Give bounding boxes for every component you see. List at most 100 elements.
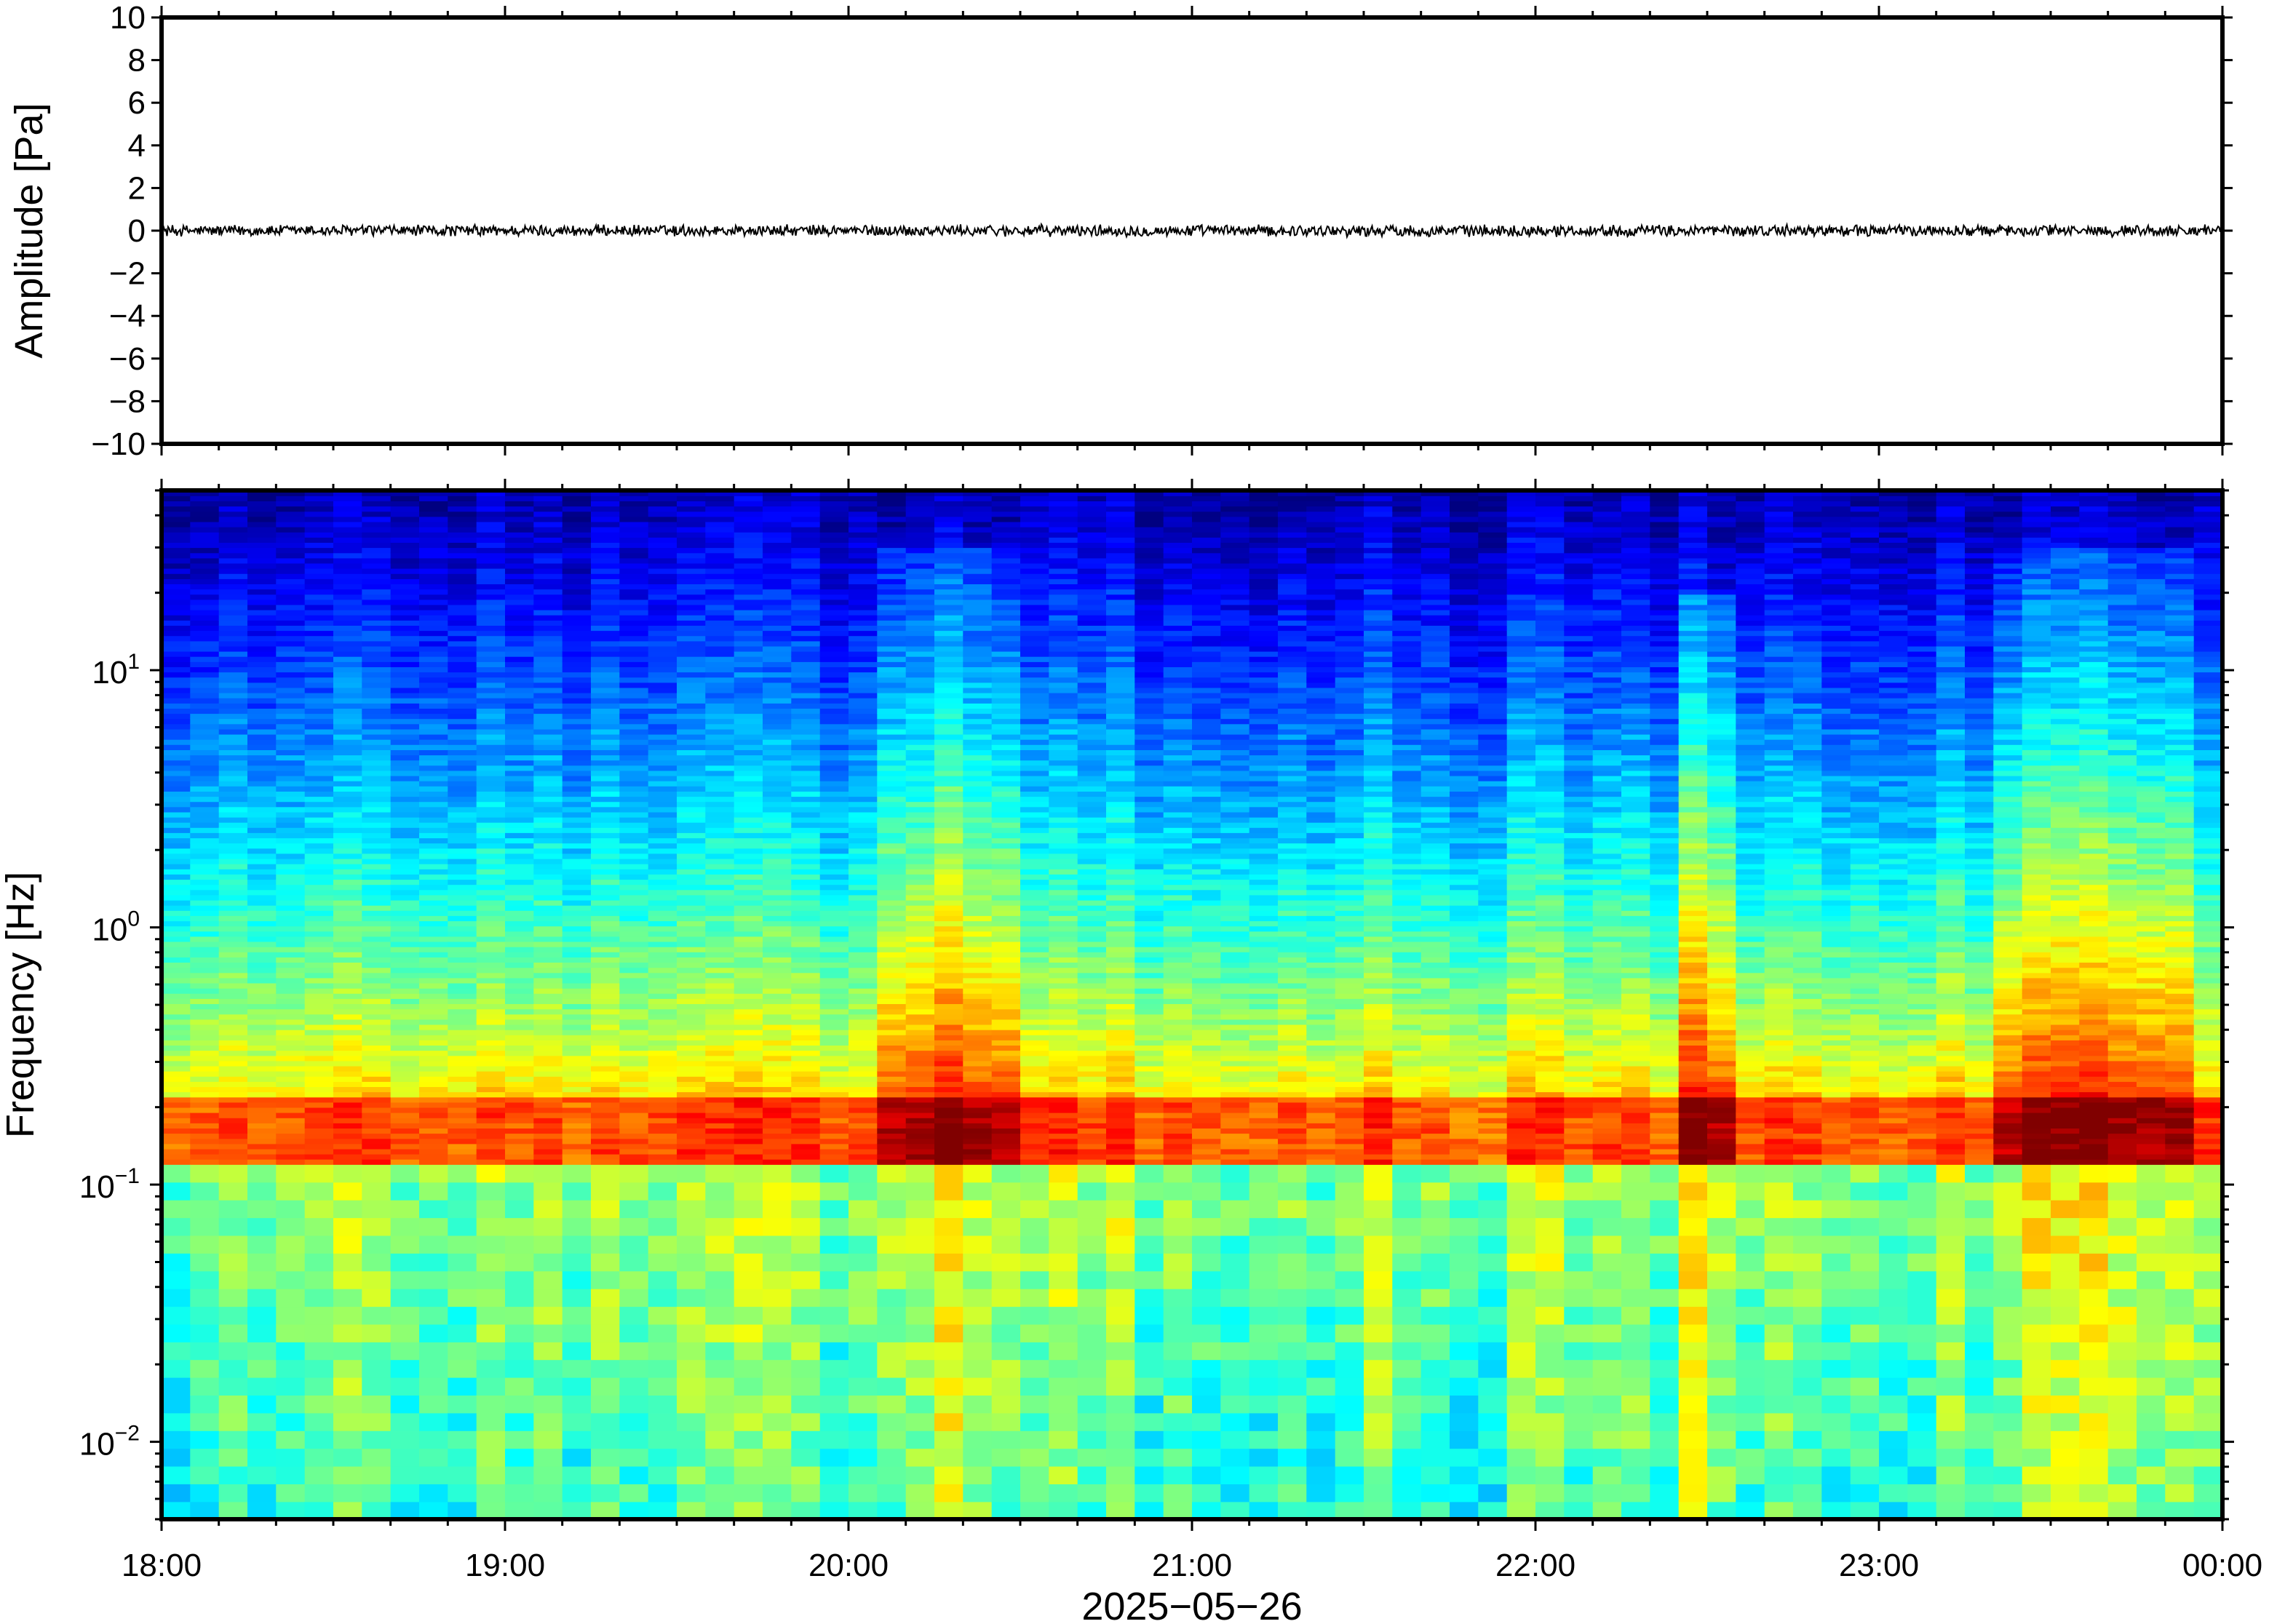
- spectrogram-cell: [533, 760, 563, 766]
- spectrogram-cell: [333, 1060, 363, 1067]
- spectrogram-cell: [963, 843, 993, 849]
- waveform-y-tick-label: −8: [109, 383, 146, 419]
- spectrogram-cell: [1020, 837, 1050, 844]
- spectrogram-cell: [1020, 604, 1050, 610]
- spectrogram-cell: [619, 957, 649, 963]
- spectrogram-cell: [304, 1060, 334, 1067]
- spectrogram-cell: [991, 982, 1021, 989]
- spectrogram-cell: [419, 1118, 449, 1123]
- spectrogram-cell: [562, 837, 592, 844]
- spectrogram-cell: [648, 821, 677, 828]
- spectrogram-cell: [218, 713, 248, 720]
- spectrogram-cell: [562, 1153, 592, 1160]
- spectrogram-cell: [619, 1235, 649, 1254]
- spectrogram-cell: [1049, 931, 1078, 937]
- spectrogram-cell: [791, 775, 821, 781]
- spectrogram-cell: [763, 1070, 792, 1077]
- spectrogram-cell: [734, 630, 763, 637]
- spectrogram-cell: [705, 666, 735, 673]
- spectrogram-cell: [505, 910, 535, 916]
- spectrogram-cell: [763, 853, 792, 859]
- spectrogram-cell: [476, 884, 506, 891]
- spectrogram-cell: [190, 863, 220, 869]
- spectrogram-cell: [763, 926, 792, 932]
- spectrogram-cell: [304, 801, 334, 808]
- spectrogram-cell: [619, 599, 649, 605]
- spectrogram-cell: [849, 843, 878, 849]
- spectrogram-cell: [877, 516, 907, 522]
- spectrogram-cell: [362, 640, 392, 647]
- spectrogram-cell: [705, 599, 735, 605]
- spectrogram-cell: [934, 1395, 964, 1414]
- spectrogram-cell: [619, 1076, 649, 1082]
- spectrogram-cell: [419, 904, 449, 911]
- spectrogram-cell: [218, 1029, 248, 1035]
- spectrogram-cell: [905, 516, 935, 522]
- spectrogram-cell: [591, 521, 621, 528]
- spectrogram-cell: [763, 521, 792, 528]
- spectrogram-cell: [362, 1040, 392, 1046]
- spectrogram-cell: [763, 1377, 792, 1396]
- spectrogram-cell: [819, 780, 849, 787]
- spectrogram-cell: [619, 526, 649, 533]
- spectrogram-cell: [1077, 962, 1107, 968]
- spectrogram-cell: [190, 630, 220, 637]
- spectrogram-cell: [304, 1112, 334, 1118]
- spectrogram-cell: [648, 1102, 677, 1108]
- spectrogram-cell: [390, 1148, 420, 1155]
- spectrogram-cell: [218, 620, 248, 626]
- spectrogram-cell: [390, 869, 420, 875]
- spectrogram-cell: [362, 977, 392, 984]
- spectrogram-cell: [934, 620, 964, 626]
- spectrogram-cell: [734, 1448, 763, 1467]
- spectrogram-cell: [591, 801, 621, 808]
- spectrogram-cell: [333, 532, 363, 538]
- spectrogram-cell: [591, 728, 621, 735]
- spectrogram-cell: [162, 609, 191, 616]
- spectrogram-cell: [849, 620, 878, 626]
- spectrogram-cell: [1077, 889, 1107, 896]
- spectrogram-cell: [963, 946, 993, 952]
- spectrogram-cell: [991, 889, 1021, 896]
- spectrogram-cell: [1020, 1040, 1050, 1046]
- spectrogram-cell: [1049, 926, 1078, 932]
- spectrogram-cell: [533, 1138, 563, 1145]
- spectrogram-cell: [304, 1102, 334, 1108]
- spectrogram-cell: [476, 765, 506, 771]
- spectrogram-cell: [276, 562, 306, 569]
- spectrogram-cell: [763, 1123, 792, 1129]
- spectrogram-cell: [476, 1081, 506, 1087]
- spectrogram-cell: [304, 811, 334, 818]
- spectrogram-cell: [963, 537, 993, 543]
- spectrogram-cell: [934, 615, 964, 621]
- spectrogram-cell: [304, 941, 334, 947]
- spectrogram-cell: [533, 1412, 563, 1431]
- spectrogram-cell: [591, 1217, 621, 1236]
- spectrogram-cell: [362, 952, 392, 958]
- spectrogram-cell: [304, 739, 334, 745]
- spectrogram-cell: [591, 1076, 621, 1082]
- spectrogram-cell: [333, 1055, 363, 1062]
- spectrogram-cell: [648, 1035, 677, 1040]
- spectrogram-cell: [619, 806, 649, 813]
- spectrogram-cell: [304, 718, 334, 725]
- spectrogram-cell: [448, 526, 477, 533]
- spectrogram-cell: [905, 1430, 935, 1449]
- spectrogram-cell: [648, 506, 677, 512]
- spectrogram-cell: [276, 910, 306, 916]
- spectrogram-cell: [419, 1465, 449, 1484]
- spectrogram-cell: [705, 1253, 735, 1272]
- spectrogram-cell: [819, 537, 849, 543]
- spectrogram-cell: [390, 620, 420, 626]
- spectrogram-cell: [791, 744, 821, 750]
- spectrogram-cell: [763, 640, 792, 647]
- spectrogram-cell: [390, 1060, 420, 1067]
- spectrogram-cell: [505, 993, 535, 999]
- spectrogram-cell: [448, 941, 477, 947]
- spectrogram-cell: [419, 967, 449, 974]
- spectrogram-cell: [448, 739, 477, 745]
- spectrogram-cell: [390, 687, 420, 693]
- spectrogram-cell: [819, 521, 849, 528]
- spectrogram-cell: [190, 1112, 220, 1118]
- spectrogram-cell: [190, 703, 220, 709]
